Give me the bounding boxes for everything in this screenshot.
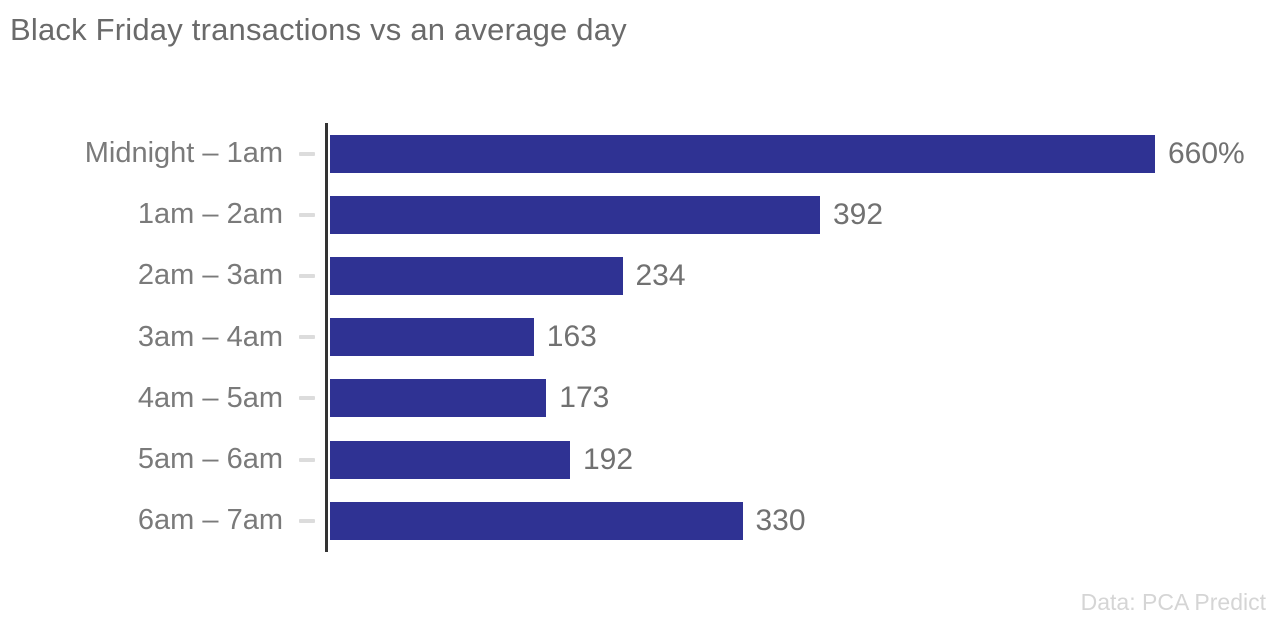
category-label: 4am – 5am: [137, 381, 283, 414]
axis-tick: [299, 396, 315, 401]
axis-tick: [299, 212, 315, 217]
value-label: 163: [546, 320, 597, 354]
y-axis-line: [325, 123, 328, 552]
bar: [330, 318, 534, 357]
bar: [330, 134, 1155, 173]
value-label: 173: [559, 381, 610, 415]
chart-row: 3am – 4am 163: [0, 307, 1280, 368]
category-label: 5am – 6am: [137, 443, 283, 476]
bar: [330, 195, 820, 234]
bar: [330, 440, 570, 479]
axis-tick: [299, 151, 315, 156]
value-label: 330: [755, 503, 806, 537]
category-label: 3am – 4am: [137, 320, 283, 353]
bar: [330, 379, 547, 418]
chart-row: 6am – 7am 330: [0, 490, 1280, 551]
axis-tick: [299, 457, 315, 462]
value-label: 234: [635, 258, 686, 292]
chart-rows: Midnight – 1am 660% 1am – 2am 392 2am – 3am 2…: [0, 123, 1280, 552]
chart-row: 1am – 2am 392: [0, 184, 1280, 245]
value-label: 660%: [1168, 136, 1245, 170]
chart-title: Black Friday transactions vs an average …: [10, 12, 627, 47]
axis-tick: [299, 335, 315, 340]
category-label: 2am – 3am: [137, 259, 283, 292]
data-source-label: Data: PCA Predict: [1080, 589, 1266, 615]
axis-tick: [299, 273, 315, 278]
bar: [330, 501, 743, 540]
axis-tick: [299, 518, 315, 523]
bar: [330, 256, 623, 295]
value-label: 192: [583, 442, 634, 476]
bar-chart: Midnight – 1am 660% 1am – 2am 392 2am – 3am 2…: [0, 123, 1280, 552]
chart-row: 5am – 6am 192: [0, 429, 1280, 490]
chart-row: 2am – 3am 234: [0, 245, 1280, 306]
category-label: 1am – 2am: [137, 198, 283, 231]
value-label: 392: [833, 197, 884, 231]
category-label: 6am – 7am: [137, 504, 283, 537]
category-label: Midnight – 1am: [84, 137, 283, 170]
chart-row: 4am – 5am 173: [0, 368, 1280, 429]
chart-row: Midnight – 1am 660%: [0, 123, 1280, 184]
